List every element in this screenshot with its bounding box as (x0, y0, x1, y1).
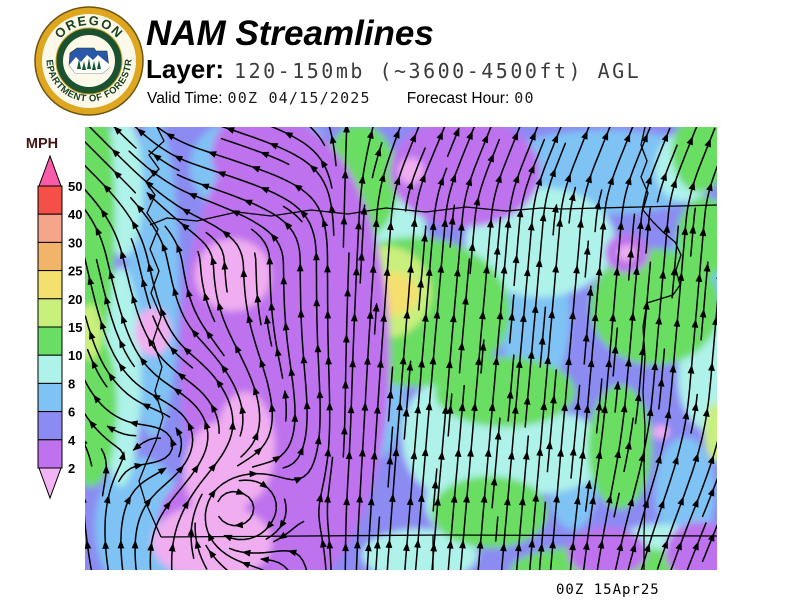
legend-segment (37, 326, 63, 356)
forecast-hour-value: 00 (514, 89, 535, 107)
time-row: Valid Time: 00Z 04/15/2025 Forecast Hour… (147, 90, 535, 107)
legend-tick-label: 2 (68, 461, 75, 476)
legend-segment (37, 185, 63, 215)
legend-units-label: MPH (26, 136, 58, 152)
legend-segment (37, 354, 63, 384)
layer-row: Layer: 120-150mb (~3600-4500ft) AGL (146, 56, 641, 82)
legend-tick-label: 6 (68, 405, 75, 420)
legend-segment (37, 213, 63, 243)
layer-value: 120-150mb (~3600-4500ft) AGL (234, 59, 642, 83)
legend-segment (37, 411, 63, 441)
legend-tick-label: 10 (68, 348, 82, 363)
legend-tick-label: 20 (68, 292, 82, 307)
geo-line-east-border (640, 127, 682, 536)
geo-line-south-border (160, 534, 717, 538)
geo-borders-layer (138, 127, 717, 570)
legend-tick-label: 40 (68, 207, 82, 222)
legend-segment (37, 382, 63, 413)
geo-line-coast (138, 127, 165, 538)
layer-label: Layer: (146, 54, 225, 84)
forecast-hour-label: Forecast Hour: (406, 90, 510, 107)
wind-speed-legend: MPH 50 40 30 25 20 15 10 8 6 4 2 (26, 136, 82, 500)
legend-segment (37, 241, 63, 272)
legend-segment (37, 298, 63, 328)
geo-line-north-border (149, 204, 717, 226)
page-title: NAM Streamlines (146, 14, 434, 53)
legend-tick-label: 30 (68, 235, 82, 250)
legend-tick-label: 25 (68, 264, 82, 279)
logo-state-emblem-icon (68, 47, 110, 74)
streamline-map (85, 127, 717, 570)
valid-time-label: Valid Time: (147, 90, 223, 107)
map-datestamp: 00Z 15Apr25 (556, 582, 660, 598)
legend-tick-label: 8 (68, 376, 75, 391)
legend-segment (37, 270, 63, 300)
legend-tick-label: 15 (68, 320, 82, 335)
legend-segment (37, 439, 63, 469)
valid-time-value: 00Z 04/15/2025 (227, 89, 371, 107)
legend-below-min-arrow (38, 467, 62, 500)
legend-tick-label: 4 (68, 433, 76, 448)
odf-logo: OREGON DEPARTMENT OF FORESTRY (34, 6, 144, 116)
streamline-arrows-layer (85, 127, 717, 569)
legend-tick-label: 50 (68, 179, 82, 194)
legend-above-max-arrow (38, 154, 62, 187)
speed-shading-layer (85, 127, 717, 570)
